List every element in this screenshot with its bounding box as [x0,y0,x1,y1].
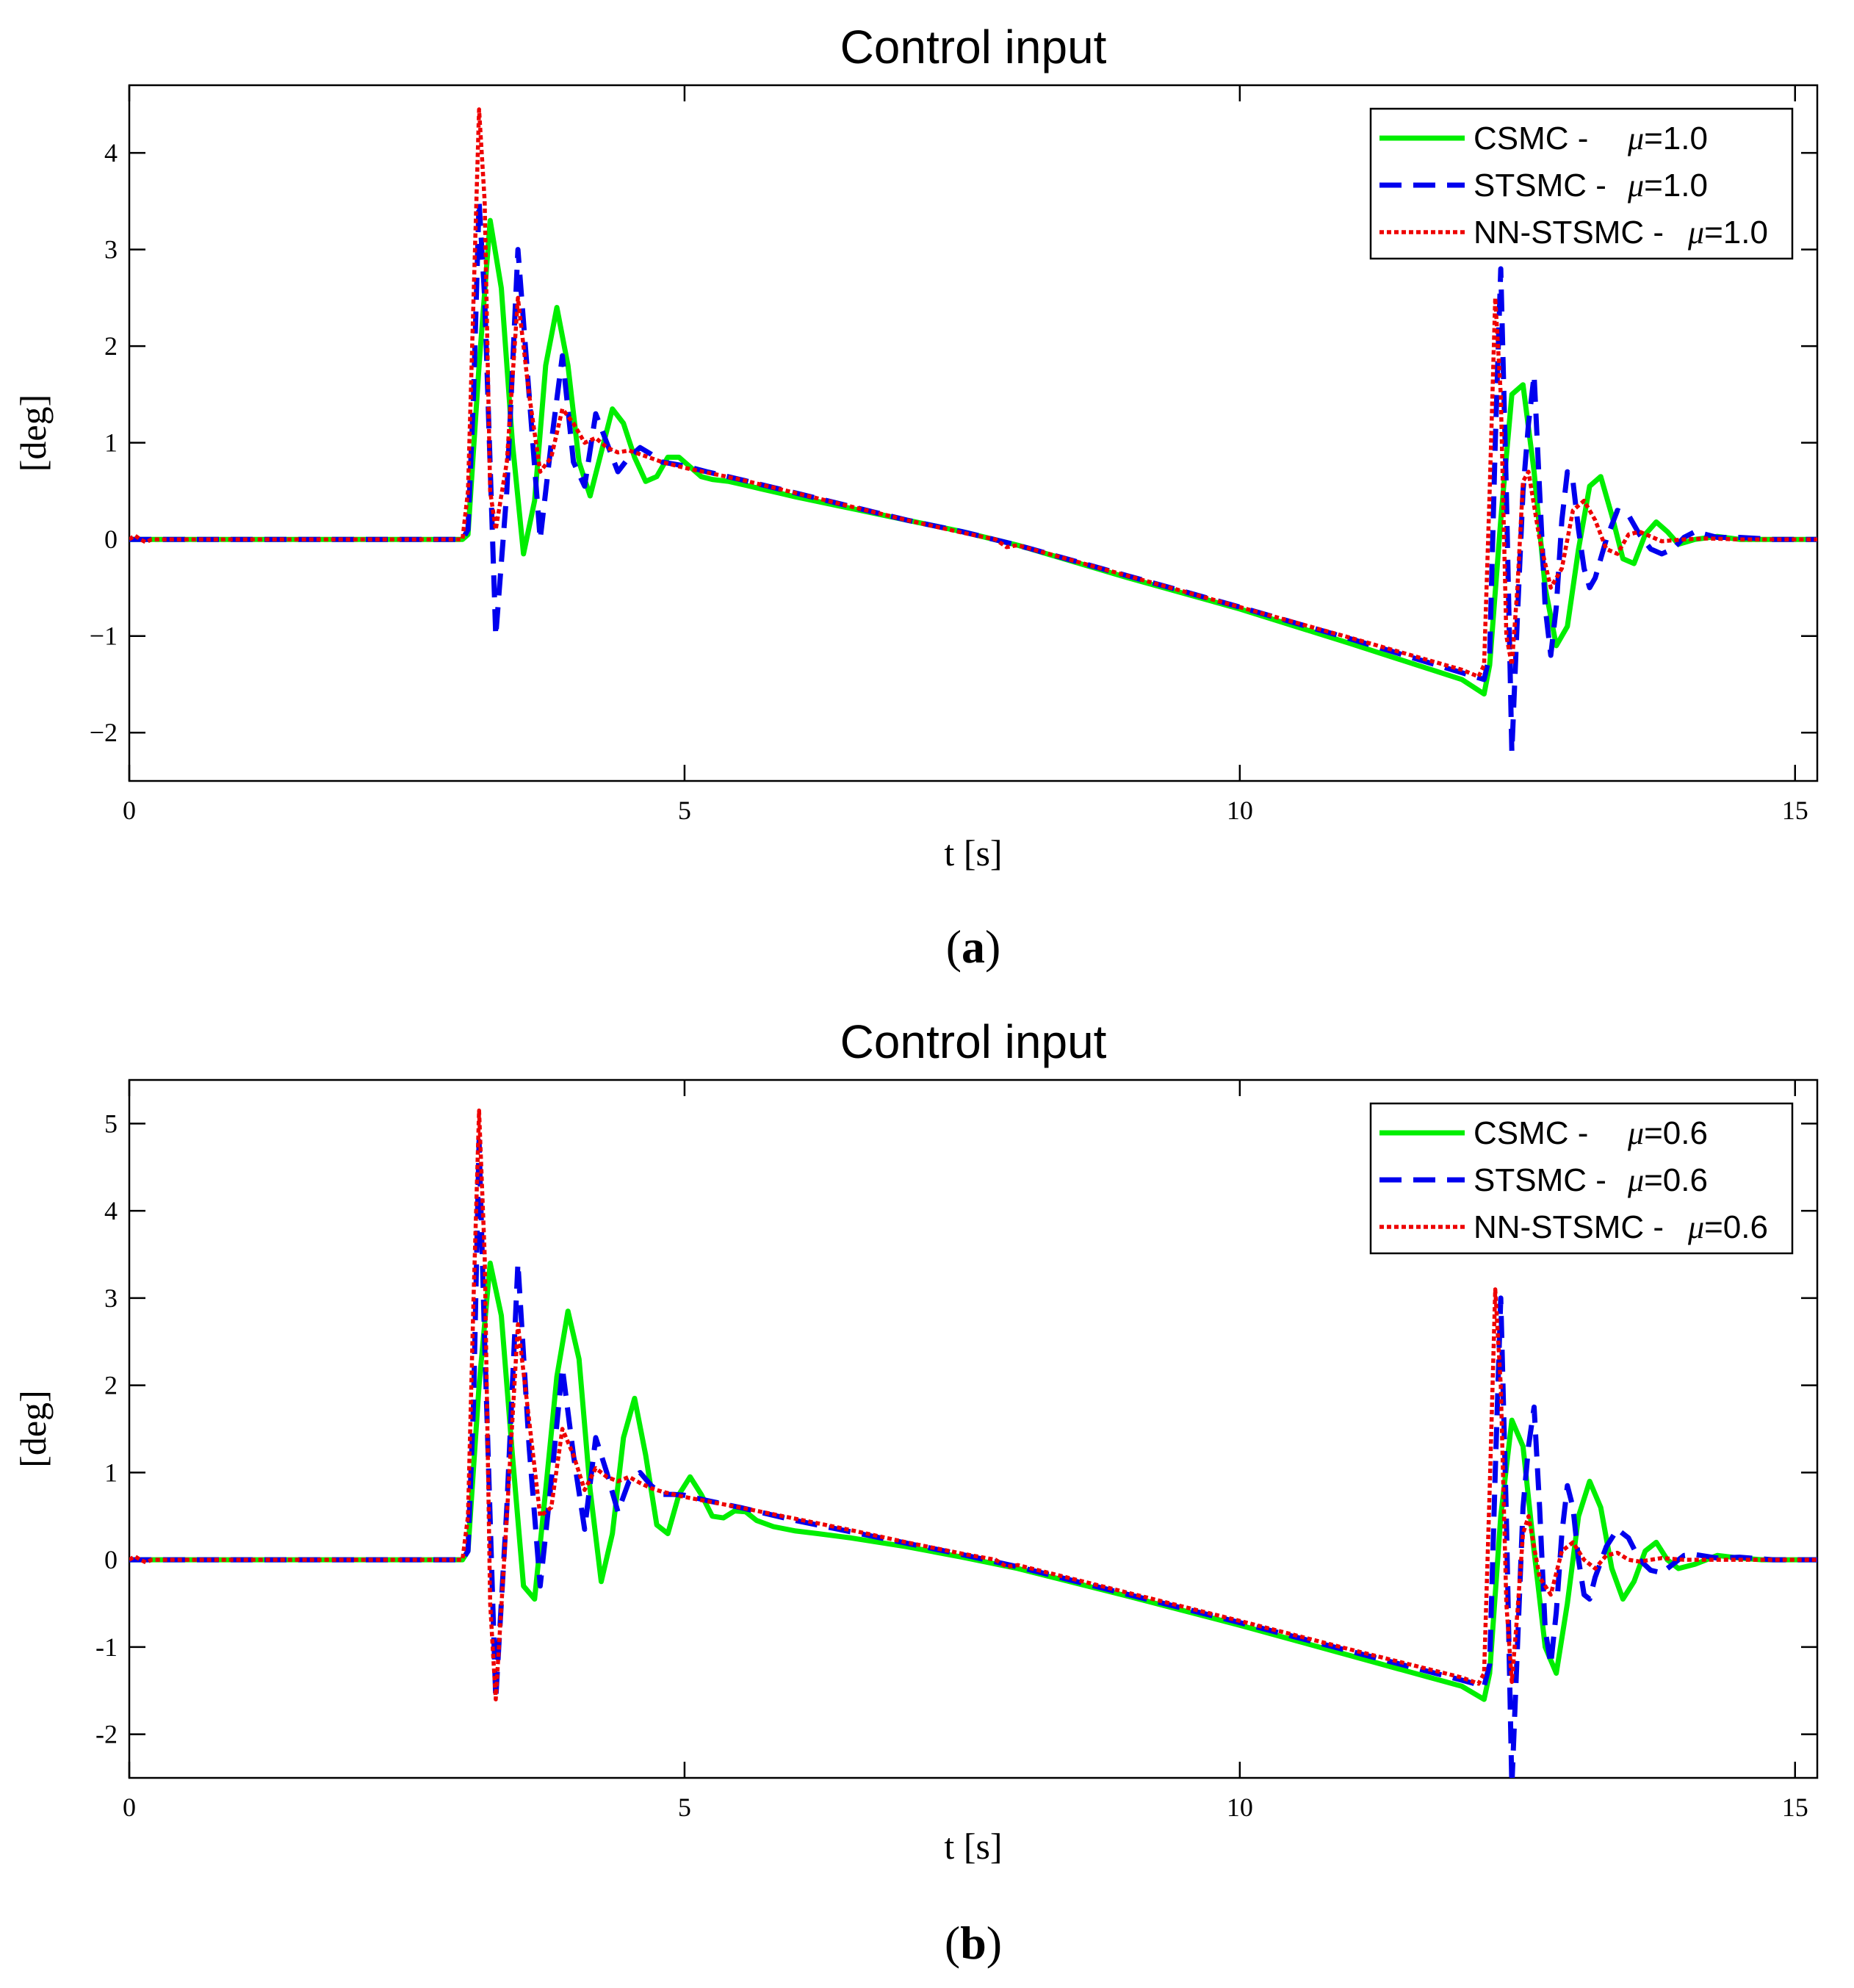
series-line-nn-stsmc [129,107,1817,679]
legend-label: STSMC - [1474,1162,1606,1198]
y-tick-label: 1 [104,428,118,458]
subfigure-caption: (a) [946,921,1001,973]
y-tick-label: 3 [104,1283,118,1313]
legend-label: STSMC - [1474,168,1606,204]
legend-mu-value: μ=1.0 [1627,120,1708,156]
x-tick-label: 5 [678,796,691,825]
y-tick-label: 4 [104,138,118,168]
y-tick-label: −2 [90,718,118,747]
panel-a: Control input 0 5 10 15 −2 −1 0 1 2 3 4 t [s] [deg] CS… [12,21,1819,973]
y-axis-label: [deg] [12,395,54,472]
y-tick-label: -1 [95,1632,118,1662]
x-tick-label: 15 [1782,796,1808,825]
chart-title: Control input [840,21,1107,73]
y-tick-label: 4 [104,1196,118,1225]
series-line-csmc [129,1260,1817,1702]
series-line-nn-stsmc [129,1108,1817,1701]
y-axis-label: [deg] [12,1390,54,1468]
chart-title: Control input [840,1015,1107,1068]
y-tick-label: -2 [95,1720,118,1749]
y-tick-label: 0 [104,525,118,554]
legend-label: NN-STSMC - [1474,1209,1664,1245]
x-tick-label: 5 [678,1793,691,1822]
x-tick-label: 10 [1227,796,1253,825]
y-tick-label: 2 [104,331,118,361]
x-axis-label: t [s] [944,1826,1002,1867]
panel-b: Control input 0 5 10 15 -2 -1 0 1 2 3 4 5 t [s] [deg] C… [12,1015,1819,1969]
series-line-stsmc [129,198,1817,754]
y-tick-label: 2 [104,1371,118,1400]
legend-mu-value: μ=0.6 [1627,1162,1708,1198]
x-tick-label: 0 [123,796,136,825]
legend-label: CSMC - [1474,1115,1588,1151]
legend: CSMC - μ=0.6 STSMC - μ=0.6 NN-STSMC - μ=0.6 [1369,1102,1794,1255]
x-tick-label: 0 [123,1793,136,1822]
legend-mu-value: μ=1.0 [1687,215,1768,251]
y-tick-label: 5 [104,1109,118,1138]
x-tick-label: 15 [1782,1793,1808,1822]
axes-frame [128,84,1819,782]
series-line-stsmc [129,1138,1817,1778]
legend-box [1369,1102,1794,1255]
legend-mu-value: μ=0.6 [1687,1209,1768,1245]
legend-mu-value: μ=0.6 [1627,1115,1708,1151]
subfigure-caption: (b) [945,1917,1002,1969]
legend: CSMC - μ=1.0 STSMC - μ=1.0 NN-STSMC - μ=1.0 [1369,107,1794,260]
x-tick-label: 10 [1227,1793,1253,1822]
x-axis-label: t [s] [944,832,1002,874]
legend-mu-value: μ=1.0 [1627,168,1708,204]
y-tick-label: −1 [90,622,118,651]
axes-frame [128,1078,1819,1779]
y-tick-label: 1 [104,1458,118,1487]
y-tick-label: 0 [104,1545,118,1574]
series-line-csmc [129,217,1817,697]
y-tick-label: 3 [104,235,118,264]
legend-label: CSMC - [1474,120,1588,156]
legend-label: NN-STSMC - [1474,215,1664,251]
